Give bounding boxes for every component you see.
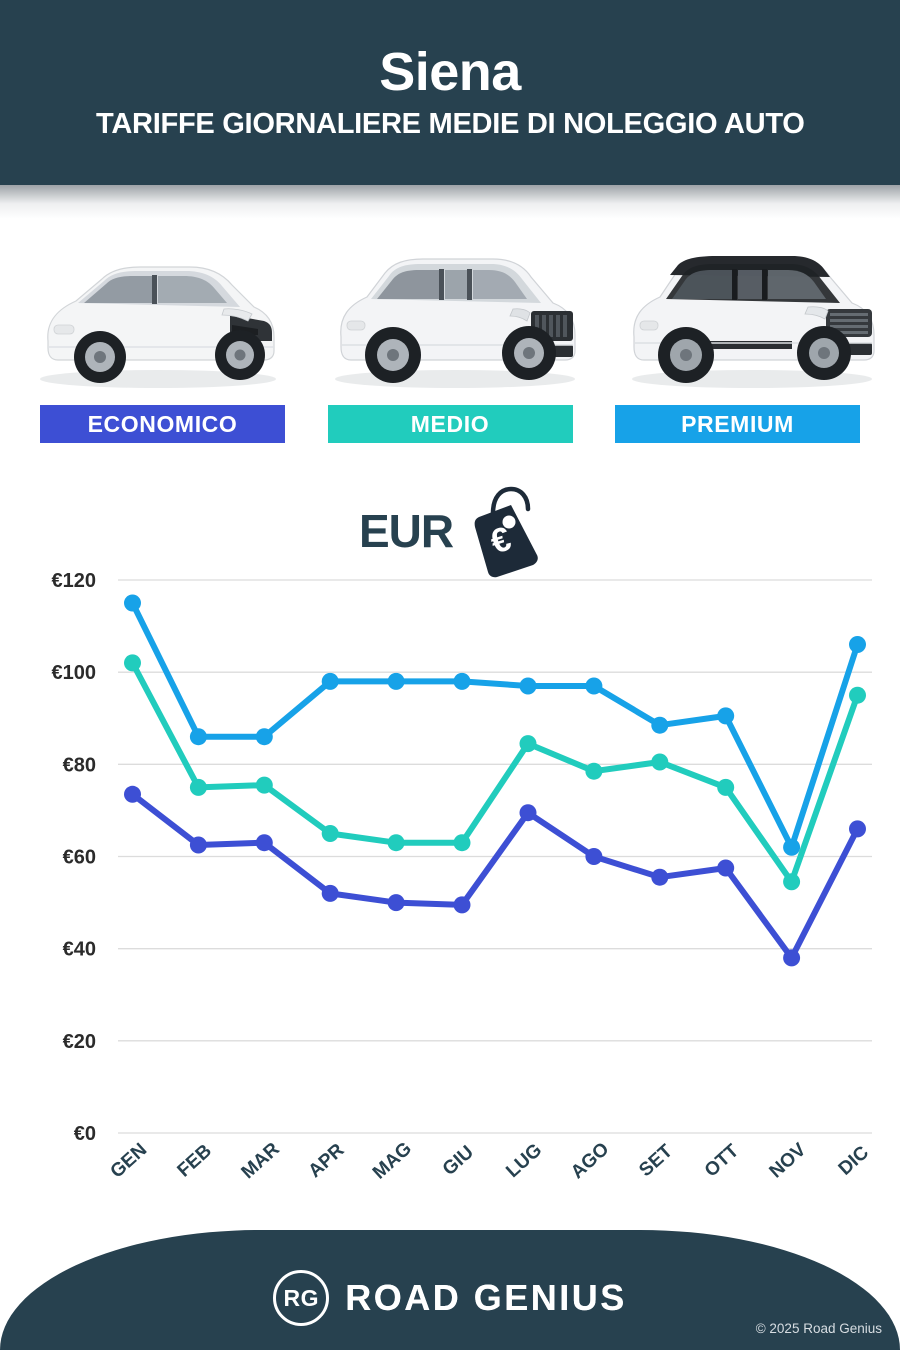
data-point-medio[interactable] <box>717 778 735 796</box>
footer-background <box>0 1230 900 1350</box>
data-point-economico[interactable] <box>651 868 669 886</box>
x-axis-tick-label: GIU <box>439 1142 478 1180</box>
category-badge-premium[interactable]: PREMIUM <box>615 405 860 443</box>
data-point-premium[interactable] <box>519 677 537 695</box>
x-axis-tick-label: APR <box>305 1140 349 1183</box>
data-point-economico[interactable] <box>387 894 405 912</box>
chart-canvas: €0 €20 €40 €60 €80 €100 €120 GEN FEB MAR APR MAG GI… <box>52 570 874 1184</box>
data-point-economico[interactable] <box>783 949 801 967</box>
data-point-economico[interactable] <box>849 820 866 838</box>
chart-y-axis-labels: €0 €20 €40 €60 €80 €100 €120 <box>52 570 97 1145</box>
x-axis-tick-label: AGO <box>567 1139 613 1184</box>
y-axis-tick-label: €120 <box>52 570 97 592</box>
y-axis-tick-label: €60 <box>63 847 96 869</box>
brand-name: ROAD GENIUS <box>345 1277 627 1318</box>
car-image-medio <box>315 198 585 398</box>
data-point-economico[interactable] <box>321 884 339 902</box>
x-axis-tick-label: LUG <box>502 1140 546 1182</box>
data-point-premium[interactable] <box>783 838 801 856</box>
data-point-medio[interactable] <box>387 834 405 852</box>
data-point-medio[interactable] <box>651 753 669 771</box>
x-axis-tick-label: SET <box>635 1140 677 1181</box>
header-banner: Siena TARIFFE GIORNALIERE MEDIE DI NOLEG… <box>0 0 900 185</box>
x-axis-tick-label: GEN <box>106 1139 151 1182</box>
copyright-text: © 2025 Road Genius <box>755 1321 882 1336</box>
y-axis-tick-label: €20 <box>63 1031 96 1053</box>
data-point-medio[interactable] <box>453 834 471 852</box>
series-line-medio <box>129 659 861 885</box>
y-axis-tick-label: €100 <box>52 662 97 684</box>
y-axis-tick-label: €0 <box>74 1123 96 1145</box>
data-point-premium[interactable] <box>255 728 273 746</box>
category-legend-row: ECONOMICO MEDIO PREMIUM <box>0 405 900 443</box>
x-axis-tick-label: NOV <box>766 1139 811 1182</box>
data-point-economico[interactable] <box>519 804 537 822</box>
data-point-medio[interactable] <box>321 825 339 842</box>
premium-suv-car-icon <box>632 256 875 388</box>
data-point-economico[interactable] <box>124 785 141 803</box>
data-point-premium[interactable] <box>321 672 339 690</box>
data-point-premium[interactable] <box>189 728 207 746</box>
data-point-economico[interactable] <box>717 859 735 877</box>
x-axis-tick-label: DIC <box>835 1142 874 1180</box>
data-point-premium[interactable] <box>387 672 405 690</box>
data-point-premium[interactable] <box>124 594 141 612</box>
data-point-medio[interactable] <box>585 762 603 780</box>
car-image-premium <box>612 198 882 398</box>
data-point-medio[interactable] <box>519 735 537 753</box>
x-axis-tick-label: OTT <box>701 1140 744 1181</box>
rental-rates-line-chart: €0 €20 €40 €60 €80 €100 €120 GEN FEB MAR APR MAG GI… <box>0 555 900 1215</box>
data-point-medio[interactable] <box>849 686 866 704</box>
rg-logo-icon: RG <box>273 1270 330 1326</box>
data-point-premium[interactable] <box>651 716 669 734</box>
page-title: Siena <box>379 41 521 102</box>
car-images-row <box>0 198 900 398</box>
data-point-medio[interactable] <box>255 776 273 794</box>
category-label-medio: MEDIO <box>410 410 490 437</box>
y-axis-tick-label: €40 <box>63 939 96 961</box>
hatchback-car-icon <box>40 266 276 388</box>
car-image-economico <box>18 198 288 398</box>
x-axis-tick-label: MAG <box>369 1138 416 1183</box>
category-label-premium: PREMIUM <box>681 410 794 437</box>
price-tag-euro-icon: € <box>474 486 538 578</box>
data-point-premium[interactable] <box>717 707 735 725</box>
y-axis-tick-label: €80 <box>63 754 96 776</box>
page-subtitle: TARIFFE GIORNALIERE MEDIE DI NOLEGGIO AU… <box>95 108 805 141</box>
footer: RG ROAD GENIUS © 2025 Road Genius <box>0 1230 900 1350</box>
chart-series-group <box>124 594 866 967</box>
data-point-medio[interactable] <box>189 778 207 796</box>
data-point-premium[interactable] <box>585 677 603 695</box>
data-point-economico[interactable] <box>585 848 603 865</box>
currency-label: EUR <box>358 505 454 557</box>
data-point-economico[interactable] <box>255 834 273 852</box>
rg-logo-text: RG <box>283 1284 319 1311</box>
data-point-medio[interactable] <box>124 654 141 672</box>
category-badge-medio[interactable]: MEDIO <box>327 405 573 443</box>
header-shadow <box>0 185 900 219</box>
series-line-premium <box>129 600 861 851</box>
data-point-economico[interactable] <box>453 896 471 914</box>
data-point-medio[interactable] <box>783 873 801 891</box>
data-point-premium[interactable] <box>849 636 866 653</box>
suv-car-icon <box>335 258 576 388</box>
series-line-economico <box>129 791 861 961</box>
chart-x-axis-labels: GEN FEB MAR APR MAG GIU LUG AGO SET OTT NOV DIC <box>106 1138 873 1183</box>
currency-block: EUR € <box>0 486 900 578</box>
category-label-economico: ECONOMICO <box>87 410 238 437</box>
x-axis-tick-label: MAR <box>238 1138 284 1183</box>
x-axis-tick-label: FEB <box>174 1140 216 1181</box>
data-point-premium[interactable] <box>453 672 471 690</box>
footer-brand-block: RG ROAD GENIUS <box>0 1230 900 1350</box>
category-badge-economico[interactable]: ECONOMICO <box>40 405 285 443</box>
data-point-economico[interactable] <box>189 836 207 854</box>
